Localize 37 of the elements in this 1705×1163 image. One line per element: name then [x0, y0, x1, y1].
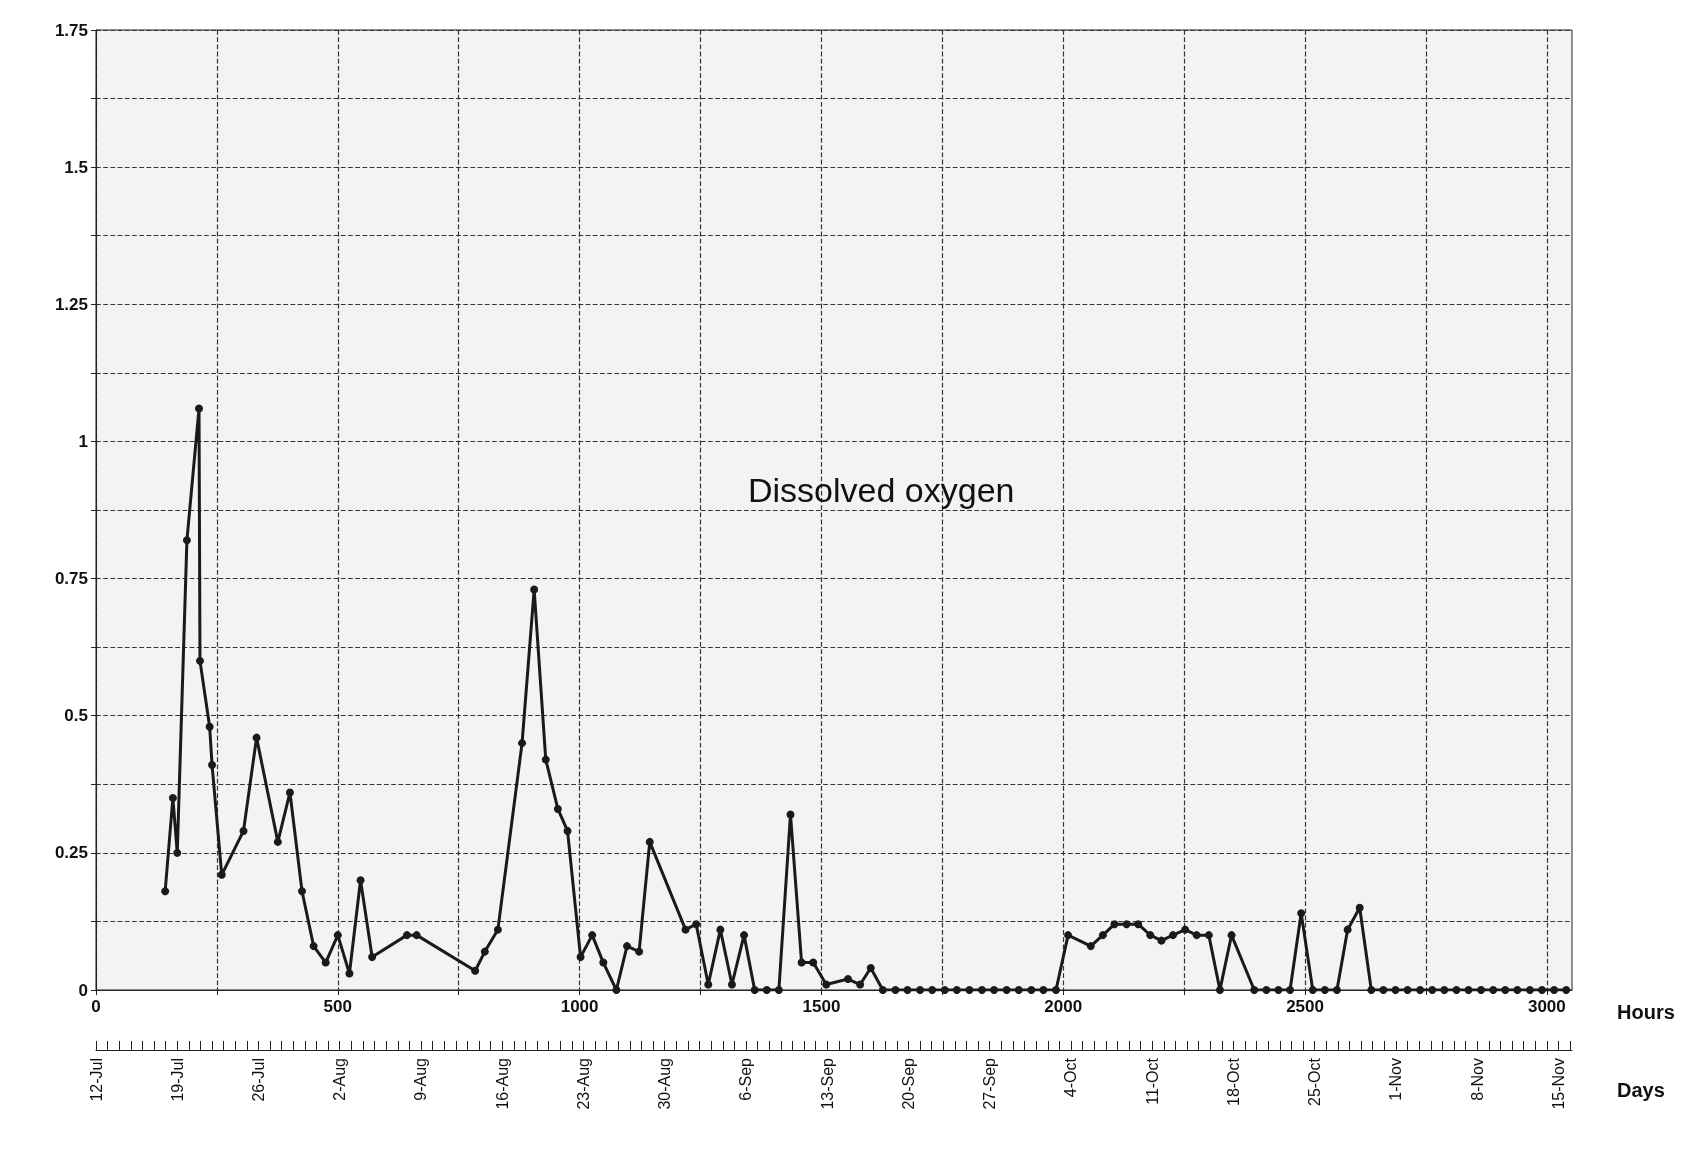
- y-tick-label: 1: [78, 431, 88, 451]
- x2-tick-label: 15-Nov: [1549, 1058, 1567, 1110]
- y-tick-label: 1.25: [54, 294, 88, 314]
- x2-tick-label: 6-Sep: [737, 1057, 755, 1101]
- x2-tick-label: 26-Jul: [250, 1058, 267, 1102]
- x2-tick-label: 8-Nov: [1468, 1058, 1486, 1101]
- x2-tick-label: 11-Oct: [1143, 1057, 1161, 1105]
- x2-axis-title: Days: [1617, 1079, 1665, 1101]
- y-tick-label: 1.75: [54, 20, 88, 40]
- x2-tick-label: 25-Oct: [1306, 1057, 1324, 1107]
- x2-tick-label: 30-Aug: [656, 1058, 674, 1110]
- x-tick-label: 1000: [560, 997, 599, 1016]
- x-tick-label: 3000: [1527, 997, 1566, 1016]
- y-tick-label: 0.25: [54, 843, 88, 863]
- x2-tick-label: 1-Nov: [1387, 1058, 1405, 1101]
- y-tick-label: 0: [78, 980, 88, 1000]
- x-tick-label: 1500: [802, 997, 841, 1016]
- x2-tick-label: 20-Sep: [899, 1057, 917, 1110]
- y-tick-label: 0.75: [54, 569, 88, 589]
- x2-tick-label: 2-Aug: [331, 1058, 349, 1101]
- x2-tick-label: 4-Oct: [1062, 1057, 1080, 1098]
- x-tick-label: 2500: [1286, 997, 1324, 1016]
- x2-tick-label: 23-Aug: [574, 1058, 592, 1110]
- x-tick-label: 0: [91, 997, 101, 1016]
- y-tick-label: 1.5: [64, 157, 88, 177]
- text: Dissolved oxygen: [748, 471, 1015, 509]
- y-tick-label: 0.5: [64, 706, 88, 726]
- x2-tick-label: 27-Sep: [981, 1057, 999, 1110]
- x-axis-title: Hours: [1617, 1001, 1675, 1023]
- x2-tick-label: 19-Jul: [168, 1058, 186, 1102]
- x2-tick-label: 12-Jul: [87, 1058, 105, 1102]
- x2-tick-label: 9-Aug: [412, 1058, 430, 1101]
- x2-tick-label: 18-Oct: [1224, 1057, 1242, 1107]
- x2-tick-label: 13-Sep: [818, 1057, 836, 1110]
- x-tick-label: 2000: [1044, 997, 1083, 1016]
- x-tick-label: 500: [323, 997, 352, 1016]
- x2-tick-label: 16-Aug: [493, 1058, 511, 1110]
